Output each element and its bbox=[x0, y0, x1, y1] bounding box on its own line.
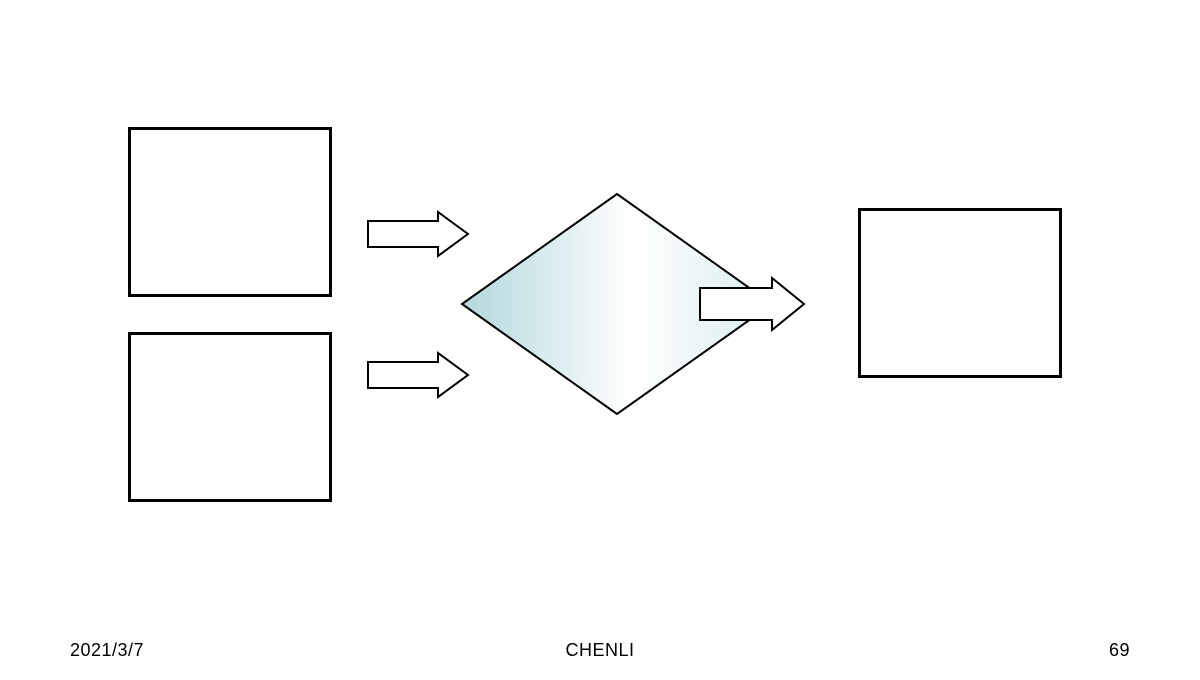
arrow-top bbox=[368, 211, 478, 257]
box-top-left bbox=[128, 127, 332, 297]
slide-canvas: 2021/3/7 CHENLI 69 bbox=[0, 0, 1200, 680]
arrow-bottom bbox=[368, 352, 478, 398]
box-bottom-left bbox=[128, 332, 332, 502]
arrow-right bbox=[700, 276, 812, 332]
slide-footer: 2021/3/7 CHENLI 69 bbox=[0, 620, 1200, 680]
footer-page-number: 69 bbox=[1109, 640, 1130, 661]
box-right bbox=[858, 208, 1062, 378]
footer-author: CHENLI bbox=[565, 640, 634, 661]
footer-date: 2021/3/7 bbox=[70, 640, 144, 661]
